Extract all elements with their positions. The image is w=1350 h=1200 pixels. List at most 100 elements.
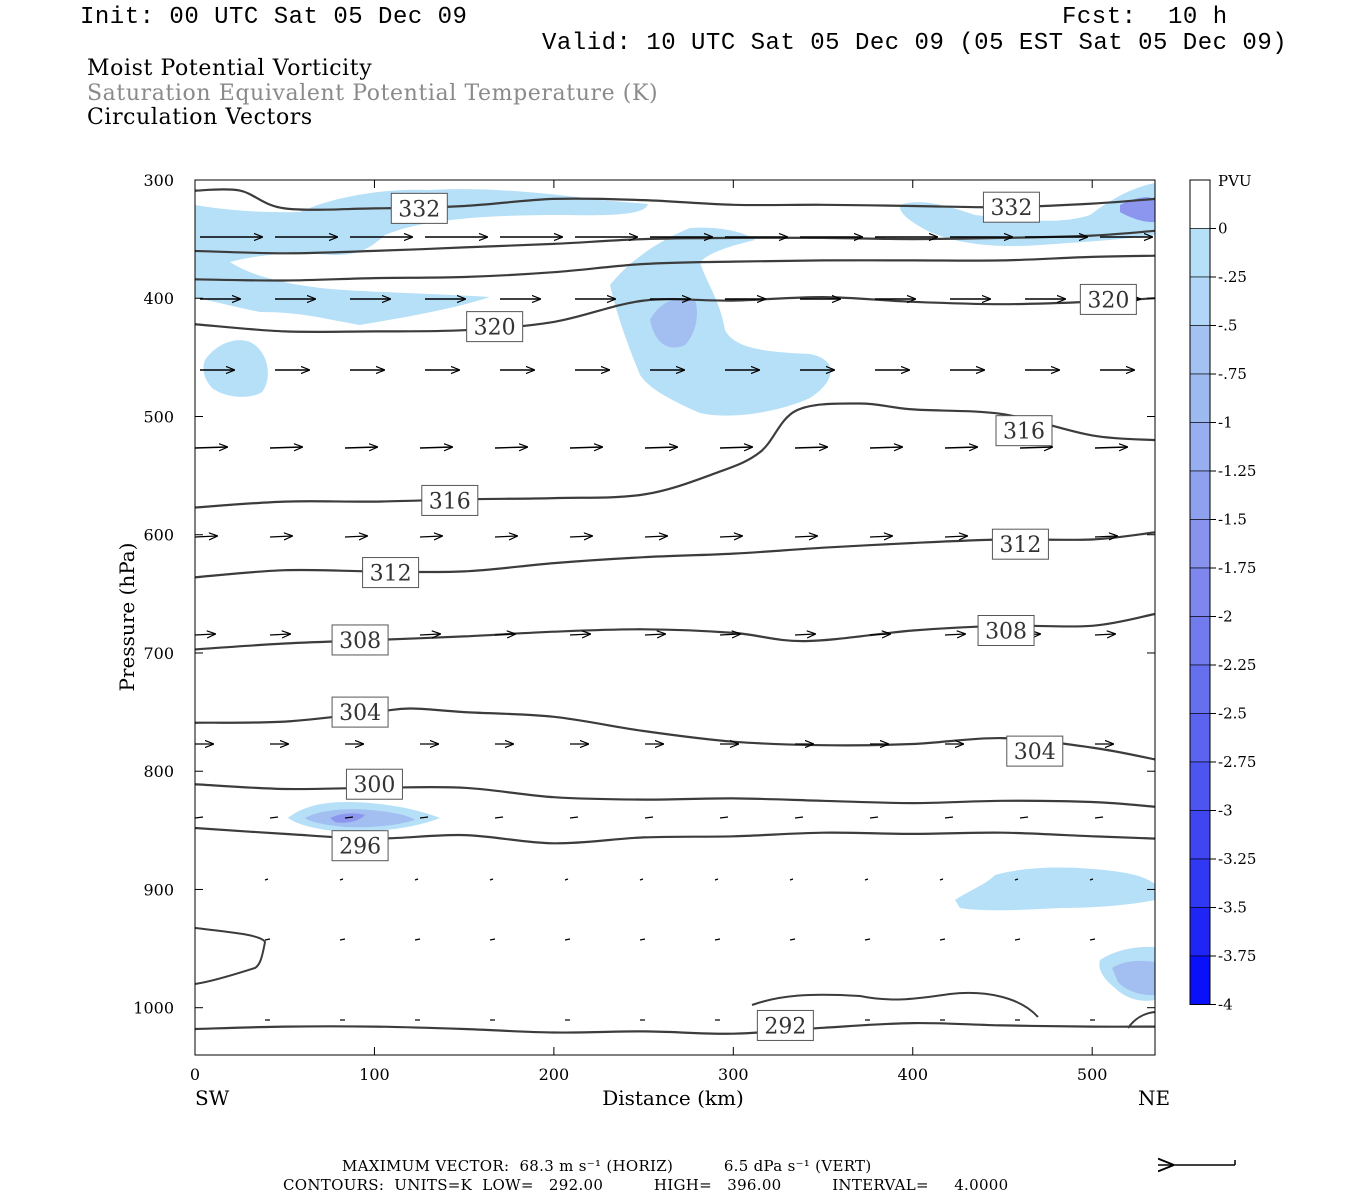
contour-label: 292 — [764, 1014, 806, 1039]
y-tick-label: 1000 — [133, 999, 174, 1018]
circulation-vector — [714, 878, 719, 881]
circulation-vector — [944, 634, 965, 635]
pv-area-upper-mid-core — [650, 298, 697, 348]
circulation-vector — [644, 634, 665, 635]
circulation-vector — [1019, 816, 1029, 819]
contour-label-box — [421, 484, 479, 516]
colorbar-title: PVU — [1218, 172, 1252, 190]
circulation-vector — [494, 634, 515, 635]
contour-label: 304 — [339, 701, 381, 726]
y-axis-label: Pressure (hPa) — [115, 543, 139, 692]
colorbar-swatch — [1189, 567, 1211, 617]
circulation-vector — [644, 447, 677, 448]
circulation-vector — [1089, 938, 1096, 941]
colorbar-swatch — [1189, 664, 1211, 714]
pv-shading — [195, 183, 1155, 1001]
circulation-vector — [639, 938, 646, 941]
x-tick-label: 400 — [897, 1065, 928, 1084]
circulation-vector — [344, 447, 377, 448]
y-tick-label: 800 — [143, 762, 174, 781]
colorbar-label: -2 — [1218, 608, 1233, 626]
circulation-vector — [269, 536, 292, 537]
contour-label: 308 — [985, 620, 1027, 645]
contour-label: 316 — [429, 489, 471, 514]
contour-label: 332 — [990, 196, 1032, 221]
colorbar-swatch — [1189, 373, 1211, 423]
contour-label: 332 — [398, 197, 440, 222]
field-title-theta-es: Saturation Equivalent Potential Temperat… — [87, 81, 659, 106]
colorbar-label: -4 — [1218, 996, 1233, 1014]
colorbar-label: -3.25 — [1218, 850, 1256, 868]
y-tick-label: 700 — [143, 644, 174, 663]
colorbar-swatch — [1189, 810, 1211, 860]
colorbar-swatch — [1189, 228, 1211, 278]
contour-label-box — [331, 696, 389, 728]
contour-label-box — [390, 192, 448, 224]
circulation-vector — [939, 878, 944, 881]
colorbar-swatch — [1189, 519, 1211, 569]
colorbar-swatch — [1189, 907, 1211, 957]
contour-line-316 — [195, 402, 1155, 509]
sw-end-label: SW — [195, 1086, 230, 1110]
contour-label-box — [991, 528, 1049, 560]
circulation-vector — [489, 878, 494, 881]
circulation-vector — [789, 878, 794, 881]
colorbar-label: -1 — [1218, 414, 1233, 432]
pv-area-bottom-right-core — [1112, 960, 1155, 996]
pv-area-low-right — [955, 867, 1155, 911]
contour-bottom-left-closed — [195, 927, 267, 985]
contour-label: 320 — [474, 316, 516, 341]
x-tick-label: 100 — [359, 1065, 390, 1084]
colorbar-label: -.25 — [1218, 268, 1247, 286]
pv-area-upper-left — [195, 189, 648, 325]
circulation-vector — [644, 536, 667, 537]
x-tick-label: 500 — [1077, 1065, 1108, 1084]
circulation-vector — [269, 634, 290, 635]
circulation-vector — [195, 816, 204, 819]
detail-contours — [195, 927, 1155, 1029]
x-tick-label: 300 — [718, 1065, 749, 1084]
contour-line-292 — [195, 1021, 1155, 1035]
y-tick-label: 300 — [143, 171, 174, 190]
colorbar-swatch — [1189, 325, 1211, 375]
circulation-vector — [419, 536, 442, 537]
init-time: Init: 00 UTC Sat 05 Dec 09 — [80, 4, 468, 31]
colorbar-label: -2.75 — [1218, 753, 1256, 771]
forecast-hour: 10 h — [1168, 4, 1228, 31]
colorbar-swatch — [1189, 761, 1211, 811]
colorbar-swatch — [1189, 470, 1211, 520]
circulation-vector — [869, 536, 892, 537]
circulation-vector — [414, 878, 419, 881]
circulation-vector — [869, 634, 890, 635]
axes: 300 400 500 600 700 800 900 1000 0 100 200 300 400 50… — [115, 171, 1170, 1110]
circulation-vector — [494, 536, 517, 537]
colorbar-label: -1.75 — [1218, 559, 1256, 577]
colorbar-frame — [1189, 179, 1211, 1005]
colorbar-label: -.75 — [1218, 365, 1247, 383]
circulation-vector — [719, 816, 729, 819]
circulation-vector — [414, 938, 421, 941]
contour-label: 312 — [370, 562, 412, 587]
x-tick-label: 200 — [539, 1065, 570, 1084]
circulation-vector — [564, 878, 569, 881]
circulation-vector — [269, 816, 279, 819]
circulation-vector — [344, 816, 354, 819]
circulation-vector — [419, 634, 440, 635]
ne-end-label: NE — [1138, 1086, 1170, 1110]
circulation-vector — [939, 938, 946, 941]
circulation-vector — [789, 938, 796, 941]
contour-label-box — [466, 311, 524, 343]
colorbar: PVU 0 -.25 -.5 -.75 -1 -1.25 -1.5 -1.75 -2 -2.25 -2… — [1189, 172, 1256, 1014]
colorbar-swatch — [1189, 276, 1211, 326]
contour-label-box — [756, 1009, 814, 1041]
circulation-vector — [494, 447, 527, 448]
circulation-vector — [419, 447, 452, 448]
circulation-vector — [1019, 447, 1052, 448]
colorbar-swatch — [1189, 955, 1211, 1005]
y-tick-label: 600 — [143, 526, 174, 545]
max-vector-note: MAXIMUM VECTOR: 68.3 m s⁻¹ (HORIZ) 6.5 d… — [342, 1157, 872, 1175]
circulation-vector — [339, 878, 344, 881]
contour-label: 320 — [1087, 288, 1129, 313]
contour-label-box — [1006, 735, 1064, 767]
contour-label-box — [331, 830, 389, 862]
